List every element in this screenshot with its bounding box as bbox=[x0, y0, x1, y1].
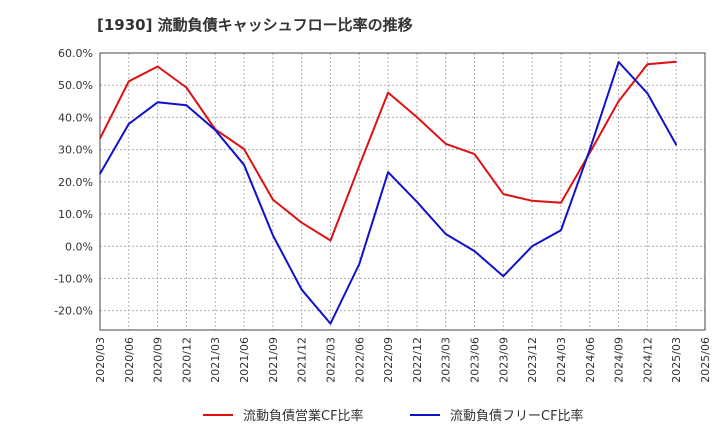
data-point bbox=[300, 288, 303, 291]
legend-swatch-free-cf bbox=[410, 413, 440, 416]
data-point bbox=[646, 92, 649, 95]
plot-border bbox=[99, 52, 706, 331]
data-point bbox=[329, 322, 332, 325]
x-tick-label: 2020/03 bbox=[94, 337, 107, 383]
x-tick-label: 2022/06 bbox=[353, 337, 366, 383]
x-tick-label: 2021/03 bbox=[209, 337, 222, 383]
x-tick-label: 2023/12 bbox=[526, 337, 539, 383]
x-tick-label: 2024/06 bbox=[584, 337, 597, 383]
legend-item-operating-cf: 流動負債営業CF比率 bbox=[203, 405, 364, 424]
y-tick-label: 40.0% bbox=[58, 111, 93, 124]
axes bbox=[99, 52, 706, 331]
data-point bbox=[243, 148, 245, 150]
data-point bbox=[214, 129, 217, 131]
x-tick-label: 2020/06 bbox=[123, 337, 136, 383]
data-point bbox=[272, 234, 274, 237]
data-point bbox=[156, 65, 159, 68]
x-tick-label: 2025/06 bbox=[699, 337, 712, 383]
data-point bbox=[617, 100, 620, 103]
x-tick-label: 2020/09 bbox=[152, 337, 165, 383]
x-axis-tick-labels: 2020/03 2020/06 2020/09 2020/12 2021/03 2021/… bbox=[94, 337, 712, 383]
legend-label-free-cf: 流動負債フリーCF比率 bbox=[450, 409, 584, 424]
x-tick-label: 2020/12 bbox=[180, 337, 193, 383]
data-point bbox=[444, 143, 447, 145]
data-point bbox=[243, 163, 245, 166]
x-tick-label: 2023/03 bbox=[440, 337, 453, 383]
x-tick-label: 2024/12 bbox=[641, 337, 654, 383]
data-point bbox=[358, 164, 361, 167]
y-tick-label: 50.0% bbox=[58, 79, 93, 92]
data-point bbox=[387, 171, 389, 173]
x-tick-label: 2021/09 bbox=[267, 337, 280, 383]
data-point bbox=[675, 143, 677, 146]
y-tick-label: -20.0% bbox=[54, 305, 93, 318]
x-tick-label: 2023/06 bbox=[469, 337, 482, 383]
data-point bbox=[560, 229, 562, 231]
data-point bbox=[128, 123, 130, 125]
data-point bbox=[156, 101, 159, 104]
y-tick-label: 0.0% bbox=[65, 240, 93, 253]
legend: 流動負債営業CF比率 流動負債フリーCF比率 bbox=[0, 405, 720, 429]
data-point bbox=[646, 63, 649, 66]
data-point bbox=[272, 198, 274, 201]
data-point bbox=[502, 275, 505, 278]
y-tick-label: 60.0% bbox=[58, 47, 93, 60]
data-point bbox=[128, 80, 130, 83]
legend-swatch-operating-cf bbox=[203, 413, 233, 416]
y-tick-label: 30.0% bbox=[58, 144, 93, 157]
data-point bbox=[329, 239, 332, 242]
data-point bbox=[444, 233, 447, 235]
data-point bbox=[531, 200, 533, 202]
x-tick-label: 2022/09 bbox=[382, 337, 395, 383]
data-point bbox=[560, 201, 562, 204]
data-point bbox=[300, 221, 303, 224]
data-point bbox=[99, 172, 101, 175]
x-tick-label: 2024/03 bbox=[555, 337, 568, 383]
x-tick-label: 2021/06 bbox=[238, 337, 251, 383]
data-point bbox=[99, 137, 101, 140]
data-point bbox=[502, 193, 505, 195]
x-tick-label: 2025/03 bbox=[670, 337, 683, 383]
data-point bbox=[617, 61, 620, 63]
x-tick-label: 2024/09 bbox=[613, 337, 626, 383]
legend-item-free-cf: 流動負債フリーCF比率 bbox=[410, 405, 584, 424]
y-tick-label: 10.0% bbox=[58, 208, 93, 221]
legend-label-operating-cf: 流動負債営業CF比率 bbox=[243, 409, 364, 424]
data-point bbox=[416, 201, 418, 203]
data-point bbox=[387, 91, 389, 94]
data-point bbox=[473, 250, 476, 252]
x-tick-label: 2021/12 bbox=[296, 337, 309, 383]
x-tick-label: 2022/03 bbox=[324, 337, 337, 383]
data-point bbox=[185, 104, 188, 106]
chart-title: [1930] 流動負債キャッシュフロー比率の推移 bbox=[97, 16, 413, 34]
data-point bbox=[473, 153, 476, 155]
data-point bbox=[675, 60, 677, 63]
data-point bbox=[588, 148, 591, 151]
y-tick-label: -10.0% bbox=[54, 272, 93, 285]
y-tick-label: 20.0% bbox=[58, 176, 93, 189]
x-tick-label: 2022/12 bbox=[411, 337, 424, 383]
data-point bbox=[185, 86, 188, 89]
series-lines bbox=[99, 60, 678, 325]
x-tick-label: 2023/09 bbox=[497, 337, 510, 383]
plot-area bbox=[100, 53, 705, 330]
y-axis-tick-labels: 60.0% 50.0% 40.0% 30.0% 20.0% 10.0% 0.0% -10.0%… bbox=[54, 47, 93, 318]
data-point bbox=[358, 263, 361, 265]
data-point bbox=[531, 245, 533, 248]
data-point bbox=[416, 116, 418, 118]
